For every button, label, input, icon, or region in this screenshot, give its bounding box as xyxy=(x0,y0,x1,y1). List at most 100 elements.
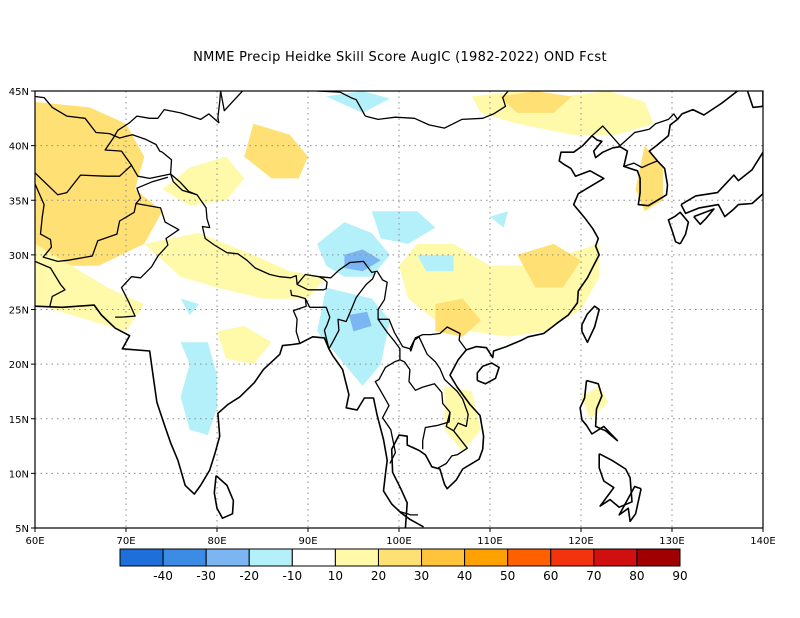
skill-region-12 xyxy=(217,325,272,365)
country-border-14 xyxy=(409,336,469,432)
coastline-5 xyxy=(579,379,619,442)
coastline-3 xyxy=(581,305,601,344)
country-border-10 xyxy=(296,276,328,291)
coastline-layer xyxy=(35,91,763,528)
colorbar-bin-10 xyxy=(550,548,595,567)
colorbar-bin-4 xyxy=(291,548,336,567)
country-border-7 xyxy=(115,202,180,318)
colorbar-label: 20 xyxy=(371,569,386,583)
country-border-12 xyxy=(374,318,401,464)
colorbar: -40 -30 -20 -10 10 20 30 40 50 60 70 80 90 xyxy=(119,548,688,583)
country-border-0 xyxy=(35,164,171,196)
colorbar-label: 40 xyxy=(457,569,472,583)
skill-region-22 xyxy=(490,211,509,228)
lat-tick-label: 25N xyxy=(9,306,29,317)
colorbar-label: -30 xyxy=(196,569,216,583)
skill-region-5 xyxy=(244,123,308,179)
skill-region-2 xyxy=(35,243,145,332)
colorbar-bin-8 xyxy=(464,548,509,567)
lon-tick-label: 110E xyxy=(477,536,502,547)
skill-region-1 xyxy=(35,101,163,266)
skill-region-18 xyxy=(348,311,372,332)
skill-region-24 xyxy=(180,298,199,315)
colorbar-label: 60 xyxy=(543,569,558,583)
country-border-19 xyxy=(219,91,243,112)
country-border-17 xyxy=(591,113,679,147)
lat-tick-label: 15N xyxy=(9,415,29,426)
skill-region-7 xyxy=(499,91,572,113)
country-border-15 xyxy=(437,430,468,469)
colorbar-bin-12 xyxy=(636,548,681,567)
skill-region-10 xyxy=(517,243,581,288)
country-border-2 xyxy=(35,260,66,308)
colorbar-label: -40 xyxy=(153,569,173,583)
skill-region-19 xyxy=(180,342,217,436)
colorbar-bin-11 xyxy=(593,548,638,567)
skill-region-14 xyxy=(444,386,481,452)
coastline-6 xyxy=(598,452,633,509)
colorbar-label: 80 xyxy=(629,569,644,583)
border-layer xyxy=(35,91,679,516)
coastline-9 xyxy=(693,208,715,226)
colorbar-label: 10 xyxy=(328,569,343,583)
colorbar-label: 70 xyxy=(586,569,601,583)
skill-region-20 xyxy=(371,211,436,244)
country-border-5 xyxy=(104,91,222,166)
country-border-4 xyxy=(35,95,173,175)
map-title: NMME Precip Heidke Skill Score AugIC (19… xyxy=(193,50,607,65)
colorbar-bin-5 xyxy=(334,548,379,567)
coastline-0 xyxy=(35,304,424,528)
colorbar-bin-0 xyxy=(119,548,164,567)
lat-tick-label: 45N xyxy=(9,87,29,98)
lat-tick-label: 20N xyxy=(9,360,29,371)
lat-tick-label: 5N xyxy=(15,524,29,535)
skill-region-16 xyxy=(317,287,390,386)
lat-tick-label: 40N xyxy=(9,142,29,153)
country-border-1 xyxy=(35,176,169,263)
country-border-18 xyxy=(623,160,658,169)
country-border-16 xyxy=(399,510,419,516)
colorbar-label: 30 xyxy=(414,569,429,583)
gridline-layer xyxy=(35,91,763,528)
longitude-axis: 60E 70E 80E 90E 100E 110E 120E 130E 140E xyxy=(25,528,776,547)
colorbar-bin-3 xyxy=(248,548,293,567)
country-border-20 xyxy=(365,91,509,129)
country-border-9 xyxy=(304,298,331,349)
colorbar-label: -20 xyxy=(239,569,259,583)
country-border-11 xyxy=(328,272,376,350)
coastline-8 xyxy=(667,211,690,245)
skill-region-3 xyxy=(144,233,327,299)
coastline-1 xyxy=(390,91,738,528)
skill-region-4 xyxy=(162,156,245,206)
colorbar-bin-6 xyxy=(377,548,423,567)
lon-tick-label: 100E xyxy=(386,536,411,547)
skill-region-21 xyxy=(417,254,454,272)
coastline-2 xyxy=(476,362,500,385)
coastline-7 xyxy=(618,485,642,523)
colorbar-label: -10 xyxy=(283,569,303,583)
lon-tick-label: 90E xyxy=(298,536,317,547)
country-border-8 xyxy=(290,289,307,344)
colorbar-bin-2 xyxy=(205,548,250,567)
lon-tick-label: 60E xyxy=(25,536,44,547)
lon-tick-label: 130E xyxy=(659,536,684,547)
colorbar-bin-9 xyxy=(507,548,552,567)
lon-tick-label: 140E xyxy=(750,536,775,547)
latitude-axis: 5N 10N 15N 20N 25N 30N 35N 40N 45N xyxy=(9,87,35,535)
country-border-21 xyxy=(315,91,366,117)
country-border-22 xyxy=(547,91,549,92)
coastline-10 xyxy=(680,151,763,218)
country-border-13 xyxy=(399,359,451,450)
colorbar-bin-1 xyxy=(162,548,207,567)
lon-tick-label: 70E xyxy=(116,536,135,547)
colorbar-label: 50 xyxy=(500,569,515,583)
coastline-4 xyxy=(213,475,235,520)
country-border-6 xyxy=(170,173,198,196)
colorbar-label: 90 xyxy=(672,569,687,583)
colorbar-bin-7 xyxy=(421,548,466,567)
coastline-11 xyxy=(746,91,763,109)
lon-tick-label: 120E xyxy=(568,536,593,547)
lat-tick-label: 10N xyxy=(9,469,29,480)
lon-tick-label: 80E xyxy=(207,536,226,547)
